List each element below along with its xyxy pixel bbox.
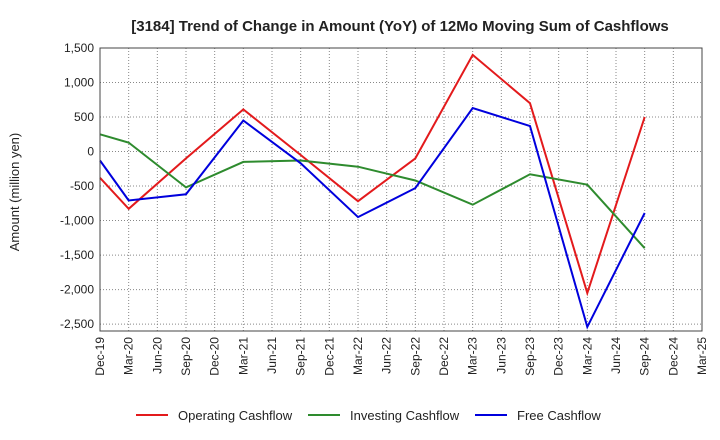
x-tick-label: Mar-24 [580, 337, 594, 375]
y-tick-label: -1,000 [60, 214, 94, 228]
chart-title: [3184] Trend of Change in Amount (YoY) o… [131, 18, 669, 35]
grid [99, 47, 703, 331]
x-tick-label: Jun-23 [494, 337, 508, 374]
x-tick-label: Sep-21 [294, 337, 308, 376]
x-tick-label: Dec-24 [666, 337, 680, 376]
y-axis-label: Amount (million yen) [7, 133, 22, 252]
x-tick-label: Sep-23 [523, 337, 537, 376]
series-line-2 [99, 106, 646, 330]
x-tick-label: Dec-23 [552, 337, 566, 376]
x-tick-label: Sep-24 [638, 337, 652, 376]
x-tick-label: Dec-21 [322, 337, 336, 376]
legend-label-1: Investing Cashflow [350, 408, 460, 423]
x-tick-label: Sep-20 [179, 337, 193, 376]
x-tick-label: Jun-21 [265, 337, 279, 374]
x-tick-label: Dec-20 [208, 337, 222, 376]
y-tick-label: 0 [87, 145, 94, 159]
x-tick-label: Jun-20 [150, 337, 164, 374]
y-tick-label: 1,500 [64, 41, 94, 55]
y-tick-label: -2,500 [60, 317, 94, 331]
x-tick-label: Mar-23 [466, 337, 480, 375]
y-tick-label: 1,000 [64, 76, 94, 90]
x-tick-label: Mar-25 [695, 337, 709, 375]
series-line-0 [99, 53, 646, 297]
legend-label-0: Operating Cashflow [178, 408, 293, 423]
x-tick-label: Mar-22 [351, 337, 365, 375]
x-tick-label: Jun-22 [380, 337, 394, 374]
y-axis-ticks: 1,500 1,000 500 0 -500 -1,000 -1,500 -2,000 -2,5… [60, 41, 94, 331]
series-line-1 [99, 133, 646, 249]
x-tick-label: Sep-22 [408, 337, 422, 376]
legend-label-2: Free Cashflow [517, 408, 601, 423]
x-tick-label: Mar-21 [236, 337, 250, 375]
y-tick-label: -1,500 [60, 248, 94, 262]
x-axis-ticks: Dec-19 Mar-20 Jun-20 Sep-20 Dec-20 Mar-21 Jun-… [93, 337, 709, 376]
y-tick-label: -500 [70, 179, 94, 193]
x-tick-label: Dec-22 [437, 337, 451, 376]
y-tick-label: -2,000 [60, 283, 94, 297]
x-tick-label: Mar-20 [122, 337, 136, 375]
x-tick-label: Dec-19 [93, 337, 107, 376]
plot-frame [99, 47, 703, 332]
y-tick-label: 500 [74, 110, 94, 124]
series-lines [99, 53, 646, 330]
x-tick-label: Jun-24 [609, 337, 623, 374]
legend: Operating Cashflow Investing Cashflow Free… [136, 408, 601, 423]
